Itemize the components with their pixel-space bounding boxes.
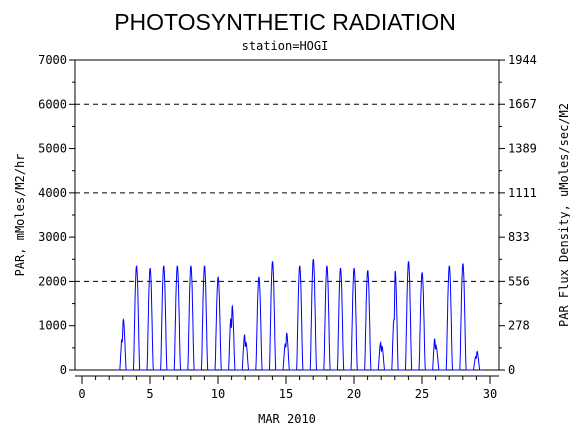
x-axis-label: MAR 2010	[258, 412, 316, 426]
x-tick-label-0: 0	[78, 387, 85, 401]
chart-title: PHOTOSYNTHETIC RADIATION	[114, 9, 456, 35]
chart-subtitle: station=HOGI	[242, 39, 329, 53]
par-series-line	[116, 259, 484, 371]
grid-lines	[75, 103, 499, 282]
y2-tick-label-833: 833	[508, 230, 530, 244]
y2-tick-label-1944: 1944	[508, 53, 537, 67]
x-tick-label-10: 10	[211, 387, 225, 401]
y-tick-label-6000: 6000	[38, 97, 67, 111]
y2-tick-label-1667: 1667	[508, 97, 537, 111]
y2-tick-label-1111: 1111	[508, 186, 537, 200]
y2-tick-label-556: 556	[508, 274, 530, 288]
y2-tick-label-0: 0	[508, 363, 515, 377]
right-axis: 0 278 556 833 1111 1389 1667 1944	[499, 53, 537, 377]
y-tick-label-4000: 4000	[38, 186, 67, 200]
y-tick-label-0: 0	[60, 363, 67, 377]
left-axis: 0 1000 2000 3000 4000 5000 6000 7000	[38, 53, 75, 377]
x-tick-label-25: 25	[415, 387, 429, 401]
y-tick-label-2000: 2000	[38, 274, 67, 288]
x-tick-label-20: 20	[347, 387, 361, 401]
x-tick-label-5: 5	[146, 387, 153, 401]
y-tick-label-5000: 5000	[38, 142, 67, 156]
x-axis: 0 5 10 15 20 25 30	[75, 375, 499, 401]
x-tick-label-30: 30	[483, 387, 497, 401]
y2-tick-label-278: 278	[508, 319, 530, 333]
y-tick-label-7000: 7000	[38, 53, 67, 67]
y-tick-label-1000: 1000	[38, 319, 67, 333]
y-axis-label: PAR, mMoles/M2/hr	[13, 154, 27, 277]
y2-axis-label: PAR Flux Density, uMoles/sec/M2	[557, 103, 570, 327]
x-tick-label-15: 15	[279, 387, 293, 401]
y-tick-label-3000: 3000	[38, 230, 67, 244]
y2-tick-label-1389: 1389	[508, 142, 537, 156]
